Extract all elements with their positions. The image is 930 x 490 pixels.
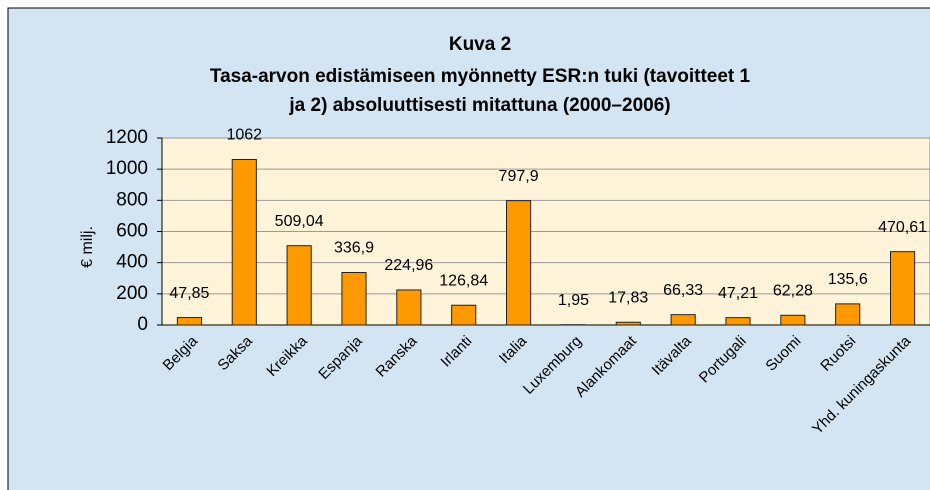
y-axis-label: € milj. bbox=[79, 226, 96, 268]
bar bbox=[890, 251, 916, 326]
y-tick-label: 200 bbox=[116, 283, 148, 304]
value-label: 797,9 bbox=[499, 168, 539, 185]
y-tick-label: 400 bbox=[116, 252, 148, 273]
bar bbox=[835, 303, 861, 326]
y-tick-label: 0 bbox=[137, 314, 148, 335]
y-tick-label: 600 bbox=[116, 221, 148, 242]
value-label: 135,6 bbox=[828, 271, 868, 288]
value-label: 1,95 bbox=[558, 292, 589, 309]
chart-title: Kuva 2 bbox=[449, 34, 511, 55]
bar bbox=[231, 159, 257, 326]
value-label: 47,85 bbox=[169, 285, 209, 302]
value-label: 62,28 bbox=[773, 283, 813, 300]
bar bbox=[396, 289, 422, 326]
value-label: 17,83 bbox=[608, 289, 648, 306]
value-label: 470,61 bbox=[878, 219, 927, 236]
value-label: 47,21 bbox=[718, 285, 758, 302]
y-tick-label: 1200 bbox=[106, 127, 148, 148]
bar bbox=[176, 317, 202, 326]
value-label: 126,84 bbox=[439, 272, 488, 289]
value-label: 66,33 bbox=[663, 282, 703, 299]
value-label: 509,04 bbox=[275, 213, 324, 230]
bar bbox=[615, 321, 641, 326]
chart-title: ja 2) absoluuttisesti mitattuna (2000–20… bbox=[288, 95, 670, 116]
bar bbox=[670, 314, 696, 326]
y-tick-label: 800 bbox=[116, 189, 148, 210]
value-label: 224,96 bbox=[384, 257, 433, 274]
bar bbox=[341, 271, 367, 326]
y-tick-label: 1000 bbox=[106, 158, 148, 179]
bar bbox=[286, 245, 312, 326]
bar bbox=[725, 317, 751, 326]
value-label: 336,9 bbox=[334, 240, 374, 257]
value-label: 1062 bbox=[226, 127, 262, 144]
bar bbox=[780, 314, 806, 326]
bar bbox=[506, 200, 532, 326]
chart-title: Tasa-arvon edistämiseen myönnetty ESR:n … bbox=[210, 66, 751, 87]
bar bbox=[451, 304, 477, 326]
